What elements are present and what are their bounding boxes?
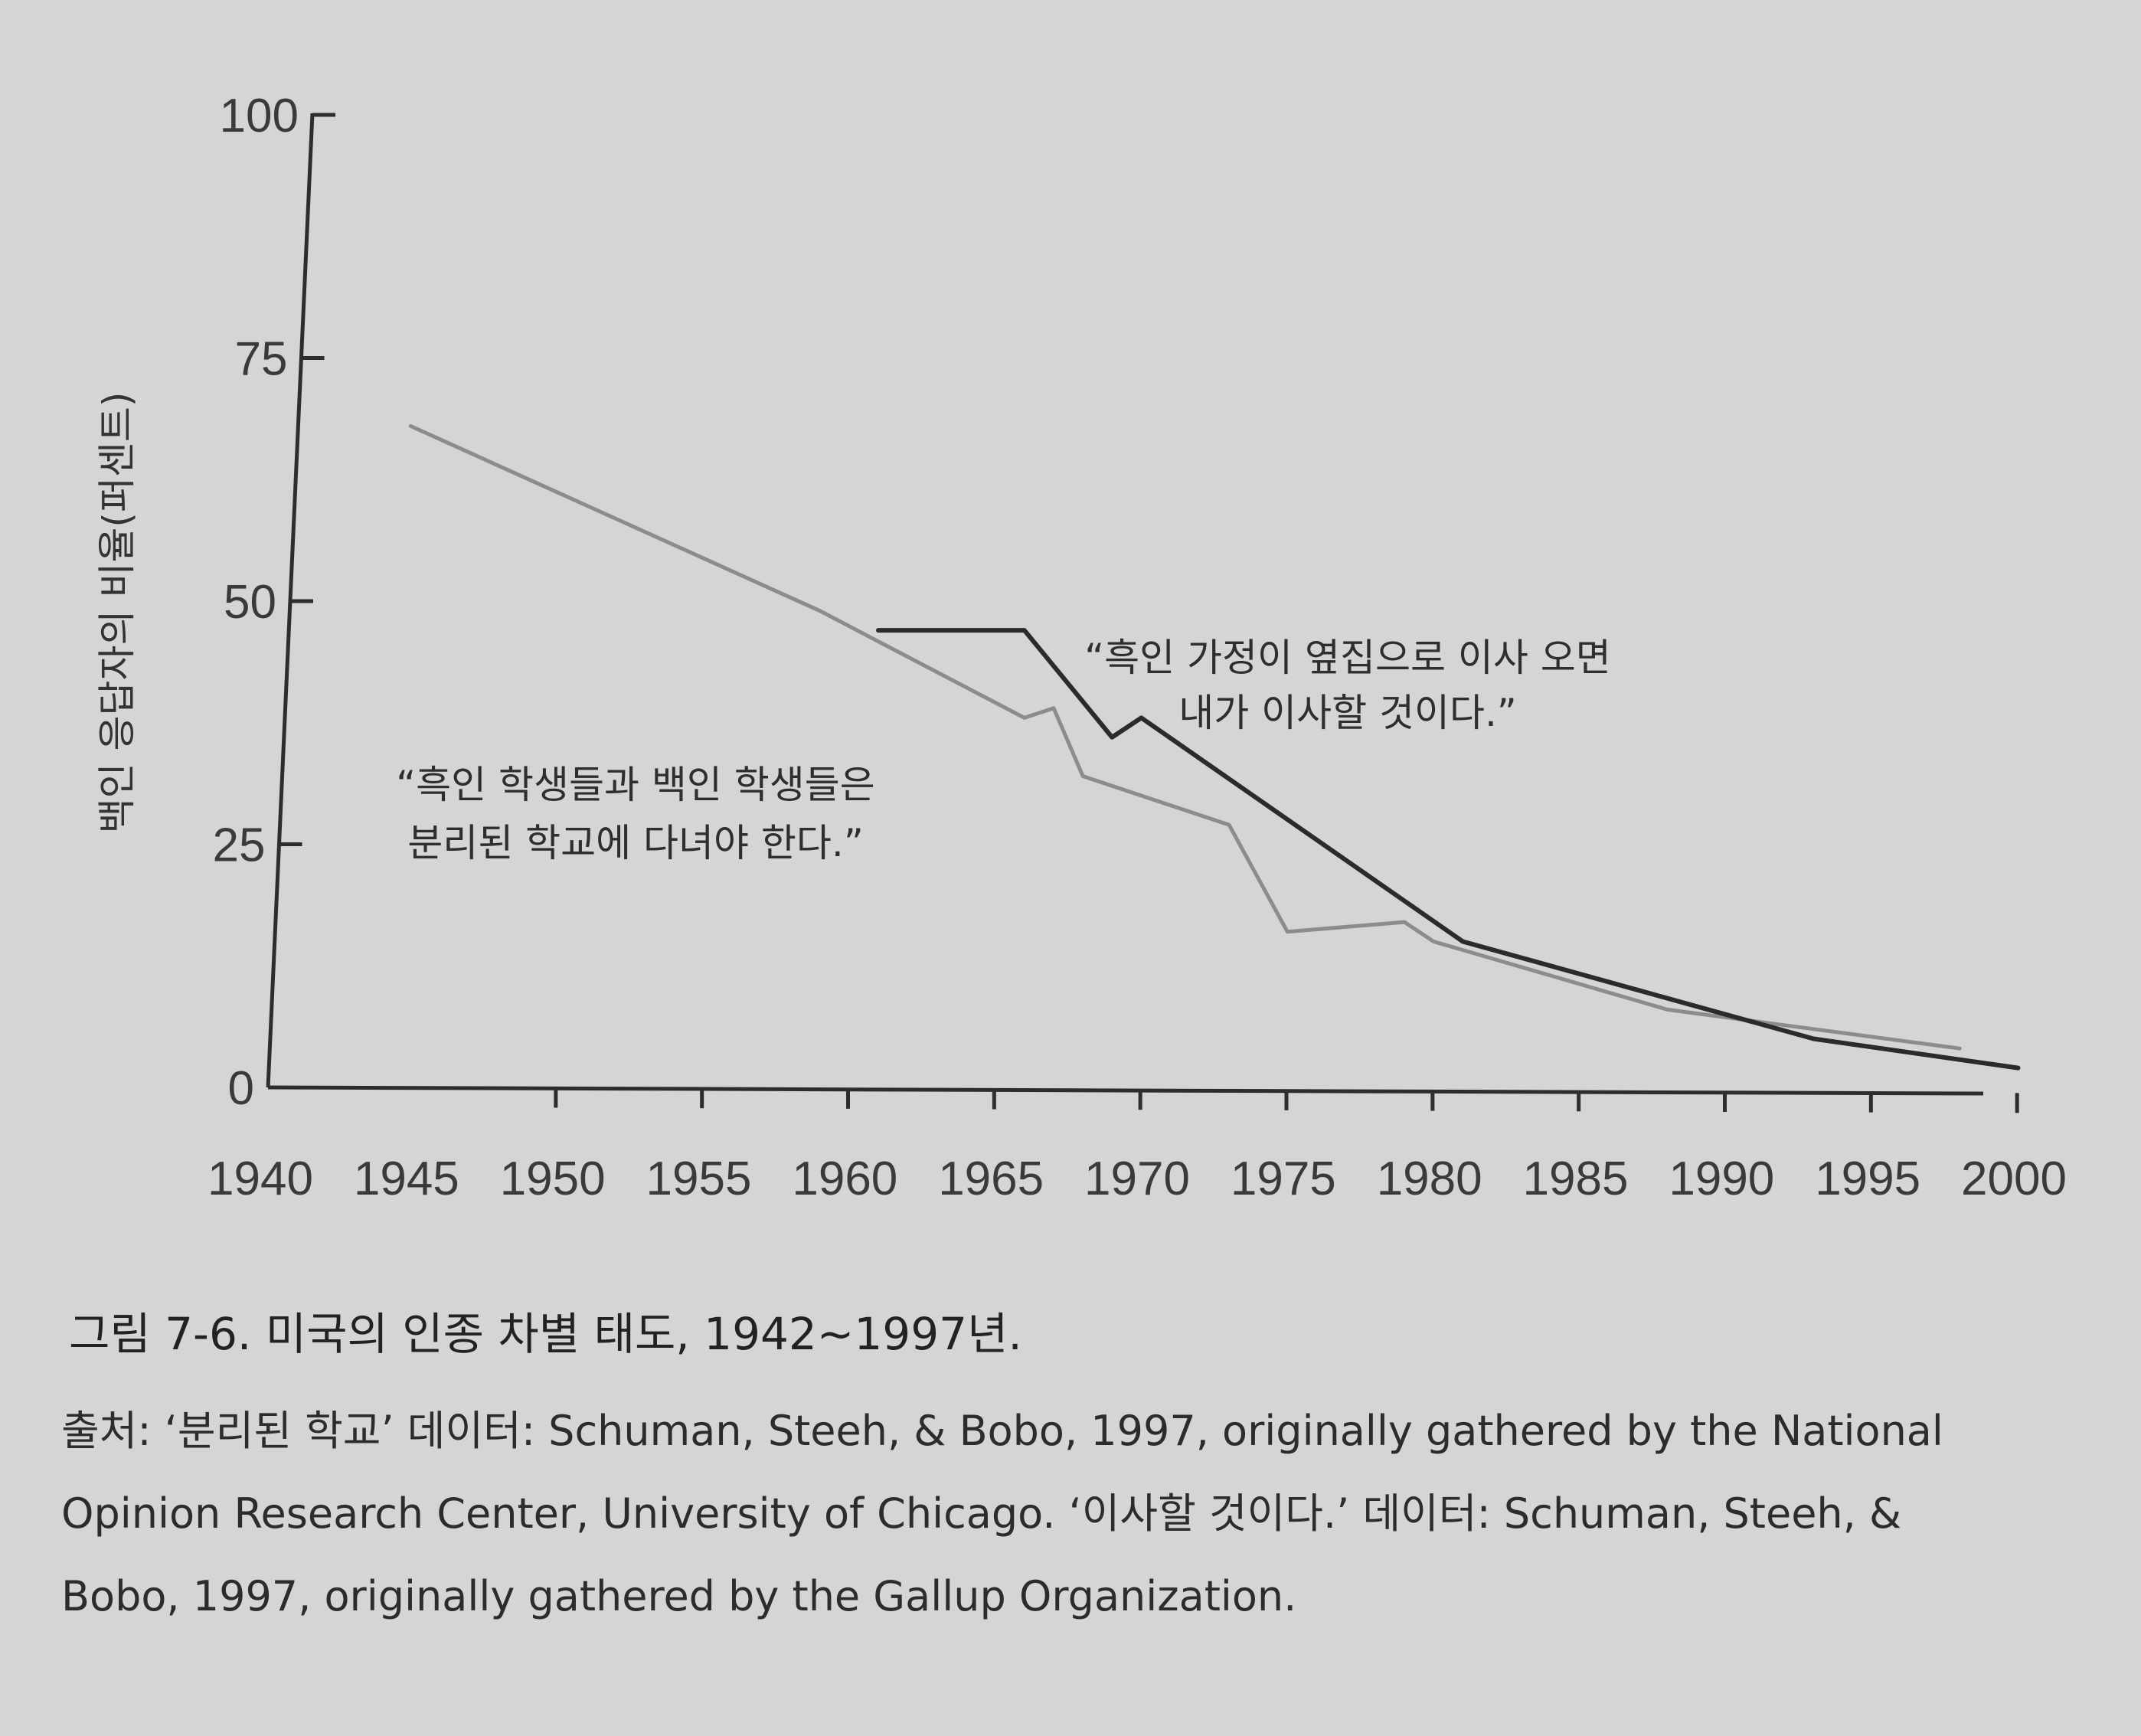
x-tick-label: 1985 (1523, 1152, 1629, 1205)
x-tick-label: 1995 (1815, 1152, 1920, 1205)
y-tick-label: 100 (220, 90, 299, 142)
series-line-move-away (876, 628, 2021, 1071)
axes (266, 113, 1984, 1096)
annotation-move-away-line2: 내가 이사할 것이다.” (1178, 691, 1517, 735)
y-tick-label: 0 (228, 1062, 254, 1115)
y-tick-label: 25 (213, 819, 266, 872)
x-tick-label: 1955 (646, 1152, 752, 1205)
figure-caption-source: 출처: ‘분리된 학교’ 데이터: Schuman, Steeh, & Bobo… (61, 1390, 2052, 1638)
series-line-segregated-schools (408, 423, 1962, 1051)
x-tick-label: 1975 (1231, 1152, 1336, 1205)
ticks: 0 25 50 75 100 1940 1945 1950 1955 1960 1965 1970 19… (208, 90, 2067, 1205)
caption-source-line: 출처: ‘분리된 학교’ 데이터: Schuman, Steeh, & Bobo… (61, 1407, 1943, 1455)
chart: 0 25 50 75 100 1940 1945 1950 1955 1960 1965 1970 19… (95, 90, 2067, 1205)
x-tick-label: 1960 (792, 1152, 897, 1205)
y-axis-label: 백인 응답자의 비율(퍼센트) (95, 392, 139, 834)
x-tick-label: 1945 (354, 1152, 459, 1205)
x-tick-label: 1950 (500, 1152, 606, 1205)
x-tick-label: 2000 (1961, 1152, 2067, 1205)
x-tick-label: 1970 (1084, 1152, 1190, 1205)
x-tick-label: 1940 (208, 1152, 313, 1205)
y-tick-label: 50 (224, 576, 276, 629)
figure-caption-title: 그림 7-6. 미국의 인종 차별 태도, 1942~1997년. (69, 1308, 1022, 1360)
annotation-move-away-line1: “흑인 가정이 옆집으로 이사 오면 (1084, 636, 1610, 680)
annotation-segregated-schools-line1: “흑인 학생들과 백인 학생들은 (396, 763, 875, 807)
x-tick-label: 1990 (1669, 1152, 1774, 1205)
caption-source-line: Opinion Research Center, University of C… (61, 1489, 1902, 1538)
annotation-segregated-schools-line2: 분리된 학교에 다녀야 한다.” (407, 821, 863, 865)
x-tick-label: 1965 (938, 1152, 1044, 1205)
series-lines (408, 423, 2021, 1071)
x-tick-label: 1980 (1377, 1152, 1482, 1205)
y-tick-label: 75 (235, 333, 288, 386)
caption-source-line: Bobo, 1997, originally gathered by the G… (61, 1572, 1297, 1620)
